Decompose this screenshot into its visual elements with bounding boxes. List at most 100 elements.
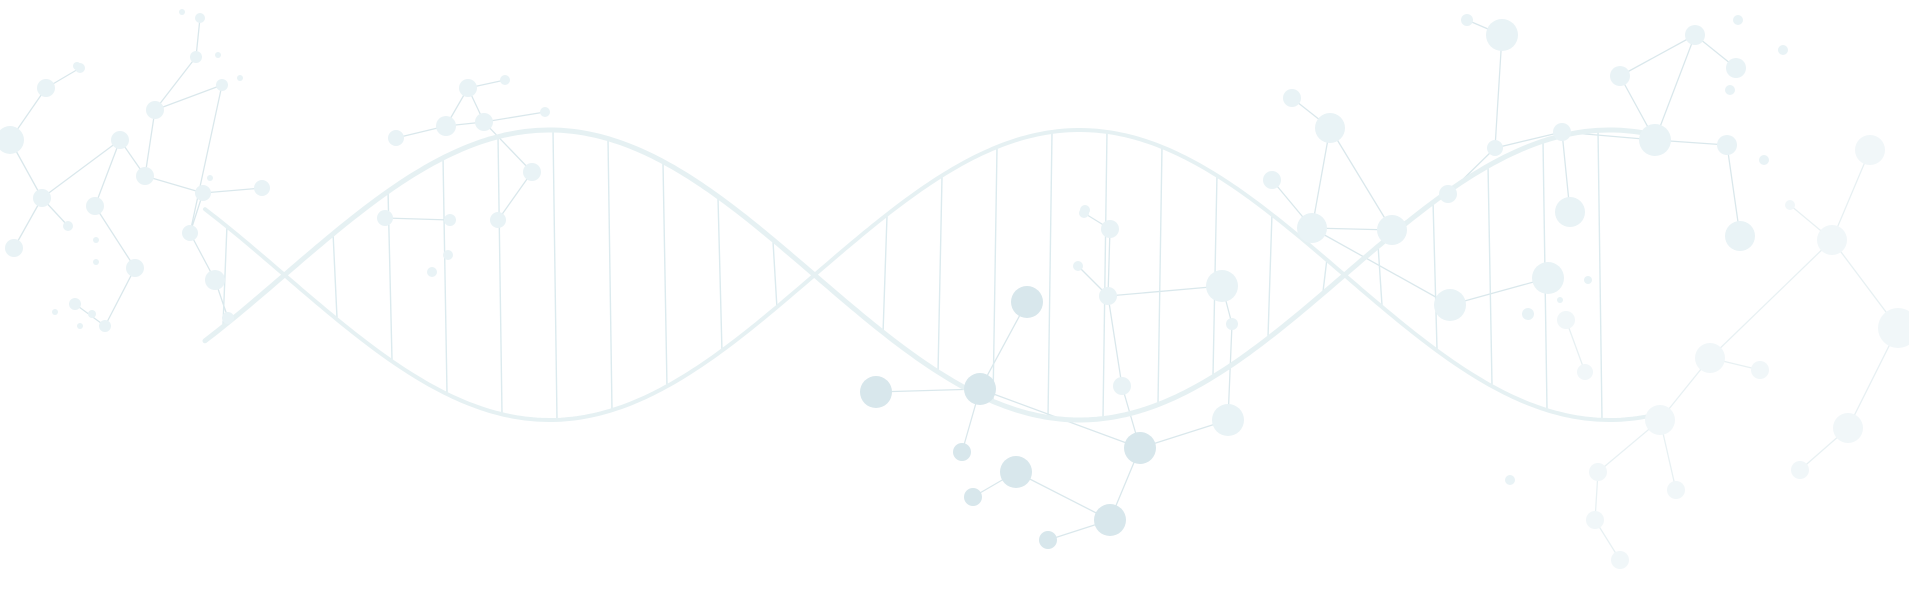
molecule-atom [1532, 262, 1564, 294]
molecule-atom [136, 167, 154, 185]
molecule-atom [1557, 311, 1575, 329]
molecule-atom [964, 488, 982, 506]
molecule-dot [1505, 475, 1515, 485]
molecule-atom [1695, 343, 1725, 373]
molecule-atom [1667, 481, 1685, 499]
molecule-bond [144, 109, 156, 177]
molecule-dot [88, 310, 96, 318]
molecule-dot [1080, 205, 1090, 215]
molecule-atom [1791, 461, 1809, 479]
molecule-atom [953, 443, 971, 461]
molecule-dot [77, 323, 83, 329]
molecule-atom [1226, 318, 1238, 330]
molecule-atom [126, 259, 144, 277]
molecule-atom [964, 373, 996, 405]
base-pair-rung [332, 232, 338, 318]
molecule-atom [427, 267, 437, 277]
molecule-bond [1709, 239, 1833, 359]
molecule-bond [195, 17, 201, 58]
molecule-dot [179, 9, 185, 15]
molecule-dot [93, 259, 99, 265]
molecule-dot [73, 62, 81, 70]
base-pair-rung [717, 197, 723, 353]
molecule-atom [1099, 287, 1117, 305]
base-pair-rung [1322, 258, 1328, 292]
molecule-atom [1685, 25, 1705, 45]
molecule-bond [144, 175, 204, 194]
molecule-bond [1107, 285, 1223, 297]
molecule-atom [1263, 171, 1281, 189]
molecule-bond [497, 171, 533, 221]
molecule-atom [1486, 19, 1518, 51]
molecule-atom [1553, 123, 1571, 141]
molecule-bond [41, 139, 121, 199]
molecule-atom [69, 298, 81, 310]
molecule-atom [1434, 289, 1466, 321]
molecule-dot [207, 175, 213, 181]
molecule-atom [146, 101, 164, 119]
molecule-atom [1461, 14, 1473, 26]
molecule-dot [52, 309, 58, 315]
molecule-atom [1726, 58, 1746, 78]
base-pair-rung [1432, 200, 1438, 350]
molecule-atom [860, 376, 892, 408]
base-pair-rung [992, 147, 998, 403]
molecule-bond [1227, 323, 1233, 421]
molecule-atom [1487, 140, 1503, 156]
molecule-bond [1311, 227, 1451, 306]
molecule-atom [1725, 221, 1755, 251]
molecule-bond [1654, 34, 1696, 141]
molecule-atom [1751, 361, 1769, 379]
molecule-atom [86, 197, 104, 215]
molecule-atom [0, 126, 24, 154]
molecule-atom [1555, 197, 1585, 227]
base-pair-rung [222, 224, 228, 326]
molecule-atom [1094, 504, 1126, 536]
molecule-atom [444, 214, 456, 226]
molecule-bond [154, 56, 197, 111]
base-pair-rung [1102, 131, 1108, 419]
molecule-atom [490, 212, 506, 228]
base-pair-rung [1377, 244, 1383, 306]
molecule-atom [182, 225, 198, 241]
molecule-bond [1015, 471, 1111, 521]
molecule-atom [1073, 261, 1083, 271]
molecule-atom [436, 116, 456, 136]
molecule-atom [1589, 463, 1607, 481]
molecule-bond [1449, 277, 1549, 306]
molecule-atom [1315, 113, 1345, 143]
base-pair-rung [937, 176, 943, 374]
molecule-bond [979, 301, 1028, 390]
molecule-dot [215, 52, 221, 58]
helix-base-pair-rungs [222, 130, 1603, 420]
molecule-atom [33, 189, 51, 207]
molecule-atom [523, 163, 541, 181]
molecule-bond [1831, 149, 1871, 241]
molecule-bond [1107, 295, 1123, 387]
helix-strand-b [203, 128, 1667, 422]
base-pair-rung [1597, 130, 1603, 420]
molecule-bond [13, 197, 43, 249]
molecule-atom [195, 13, 205, 23]
base-pair-rung [1157, 146, 1163, 404]
molecule-bond [1565, 319, 1586, 373]
molecule-atom [1855, 135, 1885, 165]
molecule-atoms [0, 9, 1909, 569]
base-pair-rung [442, 156, 448, 394]
molecule-atom [63, 221, 73, 231]
molecule-bond [1494, 131, 1563, 149]
molecule-bond [384, 217, 451, 221]
molecule-bond [1107, 228, 1111, 297]
molecule-atom [1733, 15, 1743, 25]
molecule-atom [1101, 220, 1119, 238]
base-pair-rung [497, 136, 503, 414]
molecule-bond [1494, 34, 1503, 149]
molecule-atom [1283, 89, 1301, 107]
molecule-atom [475, 113, 493, 131]
base-pair-rung [1487, 164, 1493, 386]
molecule-atom [1113, 377, 1131, 395]
base-pair-rung [1267, 213, 1273, 337]
molecule-atom [1611, 551, 1629, 569]
base-pair-rung [772, 241, 778, 309]
